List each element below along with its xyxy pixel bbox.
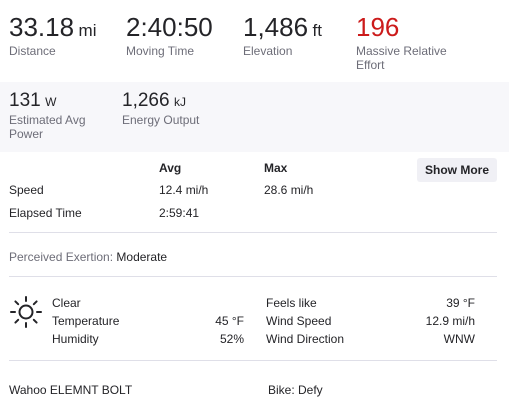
relative-effort-label-line1: Massive Relative <box>356 44 447 58</box>
distance-stat: 33.18 mi <box>9 13 96 41</box>
moving-time-value: 2:40:50 <box>126 12 213 42</box>
temperature-label: Temperature <box>52 314 120 328</box>
show-more-button[interactable]: Show More <box>417 158 497 182</box>
energy-label: Energy Output <box>122 113 200 127</box>
distance-unit: mi <box>78 21 97 40</box>
distance-value: 33.18 <box>9 12 75 42</box>
energy-value: 1,266 <box>122 90 170 111</box>
elapsed-time-avg-value: 2:59:41 <box>159 206 200 220</box>
power-label-line1: Estimated Avg <box>9 113 86 127</box>
device-name: Wahoo ELEMNT BOLT <box>9 383 133 397</box>
temperature-value: 45 °F <box>215 314 244 328</box>
speed-max-value: 28.6 mi/h <box>264 183 314 197</box>
wind-direction-label: Wind Direction <box>266 332 345 346</box>
power-label-line2: Power <box>9 127 44 141</box>
power-unit: W <box>45 95 57 109</box>
divider <box>9 232 497 233</box>
wind-speed-value: 12.9 mi/h <box>425 314 475 328</box>
avg-column-header: Avg <box>159 161 182 175</box>
elevation-unit: ft <box>312 21 322 40</box>
speed-avg-value: 12.4 mi/h <box>159 183 209 197</box>
relative-effort-label-line2: Effort <box>356 58 385 72</box>
feels-like-label: Feels like <box>266 296 317 310</box>
moving-time-label: Moving Time <box>126 44 195 58</box>
feels-like-value: 39 °F <box>446 296 475 310</box>
energy-stat: 1,266 kJ <box>122 90 186 112</box>
sun-icon <box>9 295 43 329</box>
relative-effort-value[interactable]: 196 <box>356 12 400 42</box>
elapsed-time-row-label: Elapsed Time <box>9 206 82 220</box>
elevation-label: Elevation <box>243 44 293 58</box>
wind-direction-value: WNW <box>443 332 475 346</box>
perceived-exertion-label: Perceived Exertion: <box>9 250 114 264</box>
power-stat: 131 W <box>9 90 56 112</box>
perceived-exertion-value: Moderate <box>116 250 168 264</box>
weather-condition: Clear <box>52 296 81 310</box>
energy-unit: kJ <box>174 95 186 109</box>
moving-time-stat: 2:40:50 <box>126 13 213 41</box>
distance-label: Distance <box>9 44 56 58</box>
perceived-exertion: Perceived Exertion: Moderate <box>9 250 167 264</box>
elevation-value: 1,486 <box>243 12 309 42</box>
divider <box>9 276 497 277</box>
humidity-value: 52% <box>219 332 244 346</box>
elevation-stat: 1,486 ft <box>243 13 322 41</box>
max-column-header: Max <box>264 161 288 175</box>
speed-row-label: Speed <box>9 183 44 197</box>
humidity-label: Humidity <box>52 332 99 346</box>
secondary-stats-band <box>0 82 509 152</box>
divider <box>9 360 497 361</box>
bike-name[interactable]: Bike: Defy <box>268 383 323 397</box>
relative-effort-stat[interactable]: 196 <box>356 13 399 41</box>
power-value: 131 <box>9 90 41 111</box>
wind-speed-label: Wind Speed <box>266 314 332 328</box>
